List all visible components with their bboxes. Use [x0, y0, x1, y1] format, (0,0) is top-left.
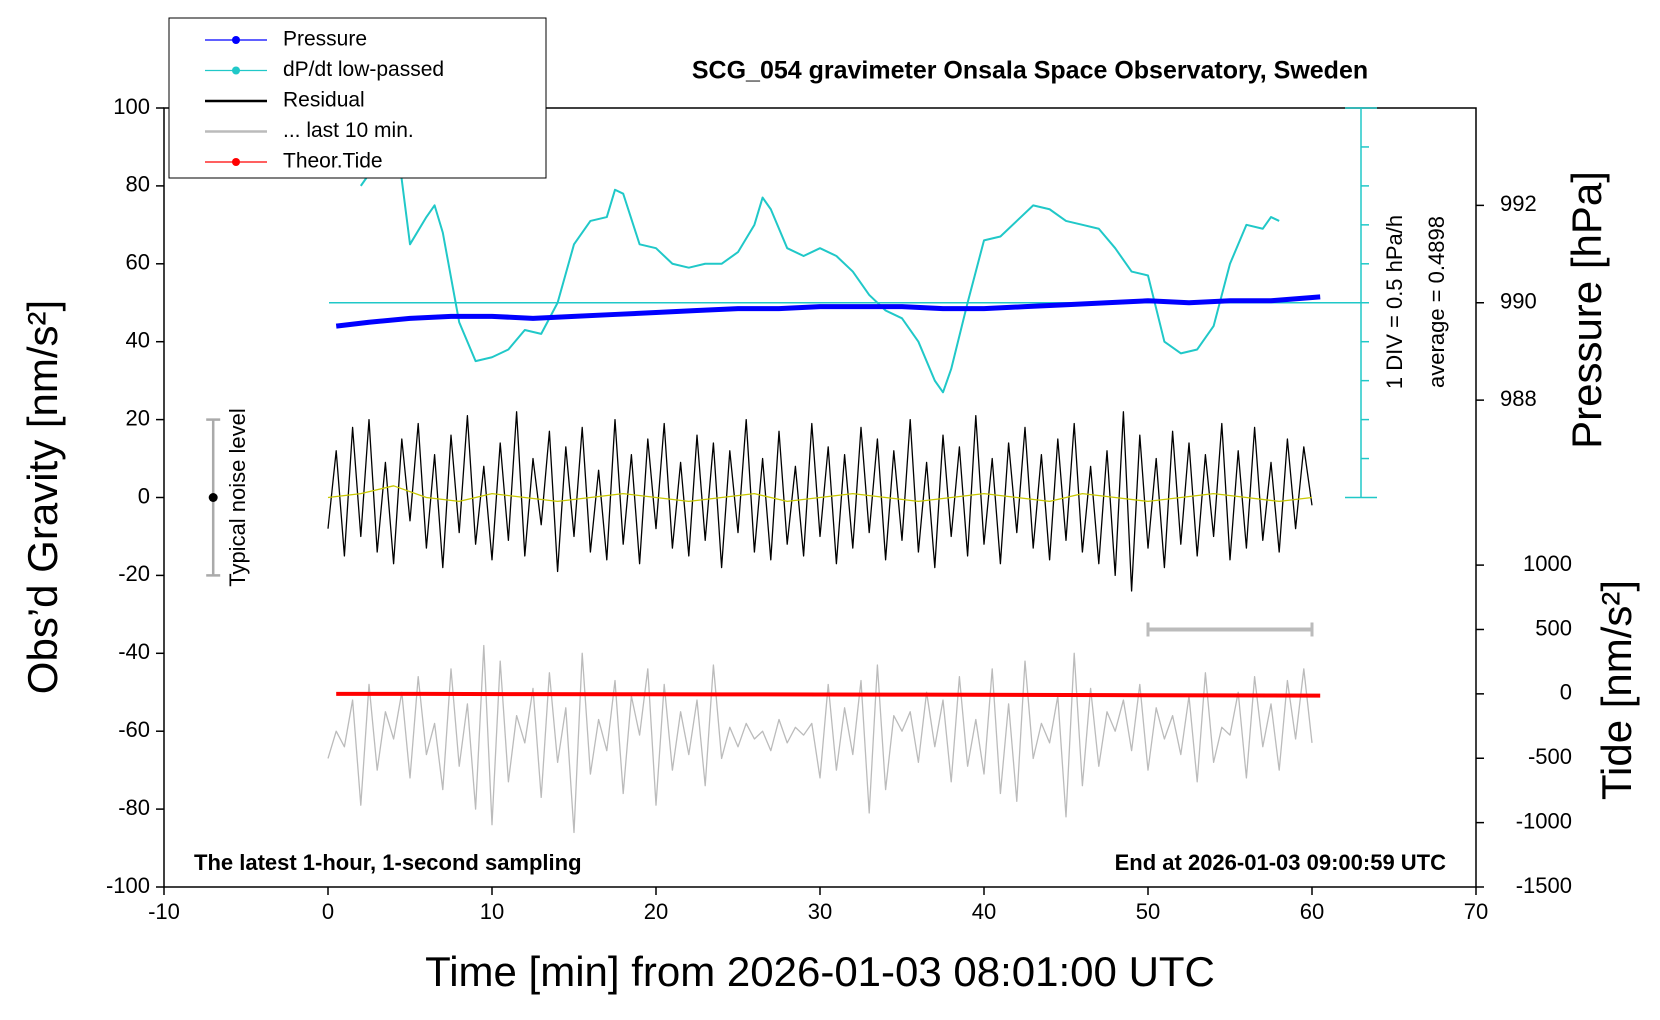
- legend-marker: [232, 158, 240, 166]
- y-tick-label: 80: [126, 172, 150, 197]
- x-tick-label: 60: [1300, 899, 1324, 924]
- y-tick-label: 100: [113, 94, 150, 119]
- y3-tick-label: 500: [1535, 615, 1572, 640]
- annotation: The latest 1-hour, 1-second sampling: [194, 850, 582, 875]
- legend-label: Theor.Tide: [283, 150, 383, 173]
- series-line: [327, 411, 1313, 592]
- dpdt-average-label: average = 0.4898: [1424, 216, 1449, 388]
- x-tick-label: -10: [148, 899, 180, 924]
- noise-bar-label: Typical noise level: [225, 408, 250, 587]
- y-tick-label: 20: [126, 405, 150, 430]
- x-tick-label: 10: [480, 899, 504, 924]
- noise-bar-center: [208, 493, 218, 502]
- legend-label: Residual: [283, 89, 365, 112]
- legend-label: Pressure: [283, 28, 367, 51]
- y3-axis-label: Tide [nm/s²]: [1593, 580, 1640, 800]
- x-axis-label: Time [min] from 2026-01-03 08:01:00 UTC: [425, 948, 1215, 995]
- x-tick-label: 30: [808, 899, 832, 924]
- dpdt-scale-label: 1 DIV = 0.5 hPa/h: [1382, 215, 1407, 389]
- legend-marker: [232, 66, 240, 75]
- y-tick-label: -60: [118, 717, 150, 742]
- y2-tick-label: 990: [1500, 289, 1537, 314]
- y-tick-label: -80: [118, 795, 150, 820]
- y2-axis-label: Pressure [hPa]: [1563, 171, 1610, 449]
- y3-tick-label: -1000: [1516, 808, 1572, 833]
- y2-tick-label: 992: [1500, 191, 1537, 216]
- x-tick-label: 0: [322, 899, 334, 924]
- legend-box: [168, 17, 547, 179]
- y-tick-label: 60: [126, 250, 150, 275]
- legend-label: dP/dt low-passed: [283, 58, 444, 81]
- y2-tick-label: 988: [1500, 386, 1537, 411]
- x-tick-label: 40: [972, 899, 996, 924]
- legend-marker: [232, 36, 240, 44]
- y3-tick-label: -1500: [1516, 873, 1572, 898]
- y-tick-label: -20: [118, 561, 150, 586]
- annotation: End at 2026-01-03 09:00:59 UTC: [1115, 850, 1446, 875]
- y3-tick-label: 1000: [1523, 551, 1572, 576]
- series-line: [327, 644, 1313, 834]
- x-tick-label: 20: [644, 899, 668, 924]
- x-tick-label: 70: [1464, 899, 1488, 924]
- y-tick-label: 40: [126, 328, 150, 353]
- plot-area: [327, 114, 1321, 834]
- y-tick-label: 0: [138, 483, 150, 508]
- x-tick-label: 50: [1136, 899, 1160, 924]
- series-line: [359, 114, 1280, 394]
- y3-tick-label: 0: [1560, 680, 1572, 705]
- y3-tick-label: -500: [1528, 744, 1572, 769]
- y-tick-label: -40: [118, 639, 150, 664]
- y-axis-label: Obs’d Gravity [nm/s²]: [19, 300, 66, 694]
- legend-label: ... last 10 min.: [283, 119, 414, 142]
- series-line: [327, 485, 1313, 503]
- series-line: [336, 691, 1321, 698]
- chart-title: SCG_054 gravimeter Onsala Space Observat…: [692, 57, 1368, 85]
- y-tick-label: -100: [106, 873, 150, 898]
- series-line: [335, 294, 1321, 329]
